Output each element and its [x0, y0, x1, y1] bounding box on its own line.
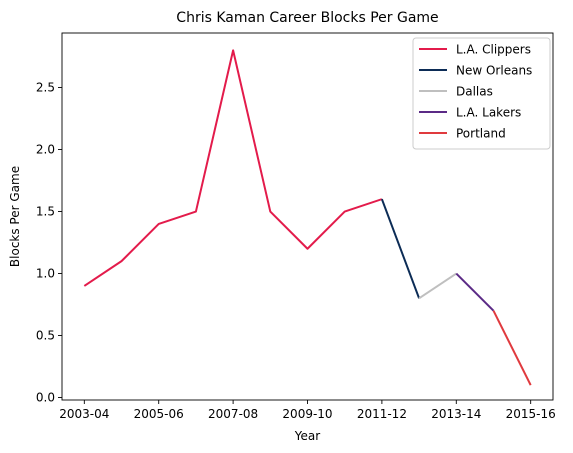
chart-title: Chris Kaman Career Blocks Per Game — [176, 10, 438, 26]
y-tick-label: 1.0 — [36, 267, 55, 281]
y-tick-label: 2.5 — [36, 81, 55, 95]
legend-label: Portland — [456, 127, 506, 141]
series-line-portland — [492, 310, 532, 386]
y-tick-label: 2.0 — [36, 143, 55, 157]
legend-label: Dallas — [456, 85, 493, 99]
legend-label: L.A. Lakers — [456, 106, 521, 120]
y-tick-label: 0.0 — [36, 391, 55, 405]
x-tick-label: 2015-16 — [506, 407, 556, 421]
legend-label: New Orleans — [456, 64, 532, 78]
x-axis-label: Year — [294, 429, 320, 443]
x-tick-label: 2009-10 — [282, 407, 332, 421]
series-line-l-a-clippers — [83, 49, 383, 287]
legend-label: L.A. Clippers — [456, 43, 531, 57]
x-tick-label: 2013-14 — [431, 407, 481, 421]
x-tick-label: 2003-04 — [59, 407, 109, 421]
y-tick-label: 1.5 — [36, 205, 55, 219]
series-line-new-orleans — [380, 198, 421, 299]
plot-area: 0.0 0.5 1.0 1.5 2.0 2.5 2003-04 2005-06 2007-08 2… — [36, 32, 556, 421]
x-tick-label: 2005-06 — [134, 407, 184, 421]
legend: L.A. Clippers New Orleans Dallas L.A. Laker… — [412, 37, 551, 150]
x-tick-label: 2007-08 — [208, 407, 258, 421]
series-line-l-a-lakers — [455, 272, 495, 312]
legend-box — [412, 37, 551, 150]
x-tick-label: 2011-12 — [357, 407, 407, 421]
y-axis-label: Blocks Per Game — [8, 166, 22, 267]
series-line-dallas — [418, 272, 457, 300]
y-tick-label: 0.5 — [36, 329, 55, 343]
